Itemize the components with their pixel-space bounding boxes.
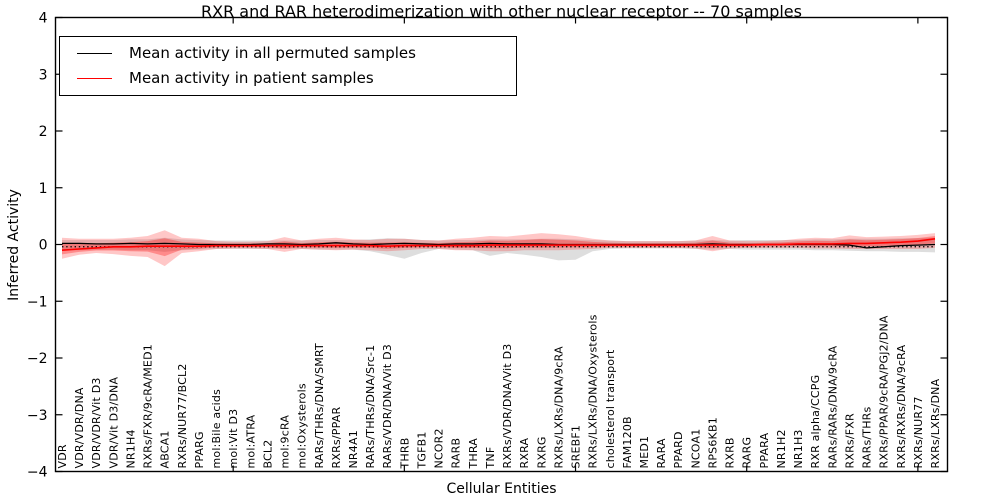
x-category-label: RXRs/VDR/DNA/Vit D3 <box>501 344 514 469</box>
x-category-label: PPARD <box>672 431 685 468</box>
x-category-label: MED1 <box>638 436 651 469</box>
x-category-label: RARG <box>741 437 754 469</box>
x-category-label: THRB <box>398 438 411 470</box>
x-category-label: RXRA <box>518 438 531 469</box>
x-category-label: RXRs/FXR <box>843 413 856 469</box>
x-category-label: RARs/RARs/DNA/9cRA <box>826 345 839 468</box>
x-category-label: THRA <box>467 438 480 470</box>
x-category-label: RARA <box>655 438 668 469</box>
x-category-label: PPARA <box>758 432 771 468</box>
x-category-label: SREBF1 <box>570 425 583 469</box>
x-category-label: RARs/THRs/DNA/Src-1 <box>364 345 377 469</box>
x-category-label: RXRs/NUR77 <box>912 396 925 468</box>
patient-inner-band <box>62 236 935 257</box>
x-category-label: BCL2 <box>261 440 274 469</box>
x-axis-label: Cellular Entities <box>446 481 557 497</box>
legend-item-patient: Mean activity in patient samples <box>77 68 516 87</box>
legend-item-permuted: Mean activity in all permuted samples <box>77 46 516 61</box>
y-tick-label: −3 <box>27 408 48 424</box>
x-category-label: VDR <box>56 444 69 468</box>
x-category-label: RXRs/PPAR <box>330 407 343 469</box>
x-category-label: RXRs/PPAR/9cRA/PGJ2/DNA <box>878 315 891 468</box>
x-category-label: NR1H3 <box>792 429 805 468</box>
x-category-label: RARB <box>450 438 463 469</box>
x-category-label: RARs/THRs/DNA/SMRT <box>313 343 326 469</box>
x-category-label: RXR alpha/CCPG <box>809 375 822 469</box>
y-tick-label: −2 <box>27 351 48 367</box>
x-category-label: NR1H2 <box>775 429 788 468</box>
x-category-label: mol:9cRA <box>279 415 292 469</box>
legend-label-patient: Mean activity in patient samples <box>129 68 374 87</box>
x-category-label: RXRs/LXRs/DNA <box>929 378 942 468</box>
x-category-label: cholesterol transport <box>604 349 617 468</box>
y-tick-label: −1 <box>27 294 48 310</box>
patient-range-band <box>62 230 935 267</box>
x-category-label: mol:ATRA <box>244 414 257 468</box>
legend-box: Mean activity in all permuted samples Me… <box>59 36 517 96</box>
chart-title: RXR and RAR heterodimerization with othe… <box>201 2 802 21</box>
patient-mean-line <box>61 238 936 251</box>
x-category-label: RXRs/LXRs/DNA/9cRA <box>552 346 565 469</box>
x-category-label: RXRs/FXR/9cRA/MED1 <box>142 344 155 468</box>
y-axis-label: Inferred Activity <box>6 189 22 301</box>
x-category-label: NR4A1 <box>347 430 360 468</box>
x-category-label: FAM120B <box>621 416 634 468</box>
y-tick-label: 2 <box>39 124 48 140</box>
x-category-label: mol:Oxysterols <box>296 383 309 468</box>
x-category-label: ABCA1 <box>159 430 172 468</box>
x-category-label: VDR/VDR/Vit D3 <box>90 377 103 468</box>
x-category-label: TGFB1 <box>415 431 428 469</box>
x-category-label: RXRs/LXRs/DNA/Oxysterols <box>587 314 600 468</box>
x-category-label: NCOR2 <box>433 428 446 468</box>
y-tick-label: 1 <box>39 181 48 197</box>
x-category-label: RARs/THRs <box>861 406 874 468</box>
y-tick-label: 4 <box>39 11 48 27</box>
y-tick-label: −4 <box>27 465 48 481</box>
permuted-line-swatch <box>77 53 112 55</box>
x-category-label: mol:Vit D3 <box>227 409 240 469</box>
x-category-label: VDR/VDR/DNA <box>73 387 86 468</box>
x-category-label: VDR/Vit D3/DNA <box>107 377 120 469</box>
x-category-label: RXRs/RXRs/DNA/9cRA <box>895 344 908 468</box>
y-tick-label: 0 <box>39 238 48 254</box>
y-tick-label: 3 <box>39 67 48 83</box>
x-category-label: RXRG <box>535 436 548 468</box>
x-category-label: RXRs/NUR77/BCL2 <box>176 363 189 468</box>
x-category-label: NCOA1 <box>689 429 702 469</box>
x-category-label: TNF <box>484 447 497 470</box>
legend-label-permuted: Mean activity in all permuted samples <box>129 44 416 63</box>
x-category-label: NR1H4 <box>124 429 137 468</box>
x-category-label: RARs/VDR/DNA/Vit D3 <box>381 344 394 469</box>
x-category-label: PPARG <box>193 431 206 468</box>
patient-line-swatch <box>77 77 112 79</box>
x-category-label: RXRB <box>724 437 737 468</box>
x-category-label: mol:Bile acids <box>210 389 223 469</box>
x-category-label: RPS6KB1 <box>706 417 719 468</box>
